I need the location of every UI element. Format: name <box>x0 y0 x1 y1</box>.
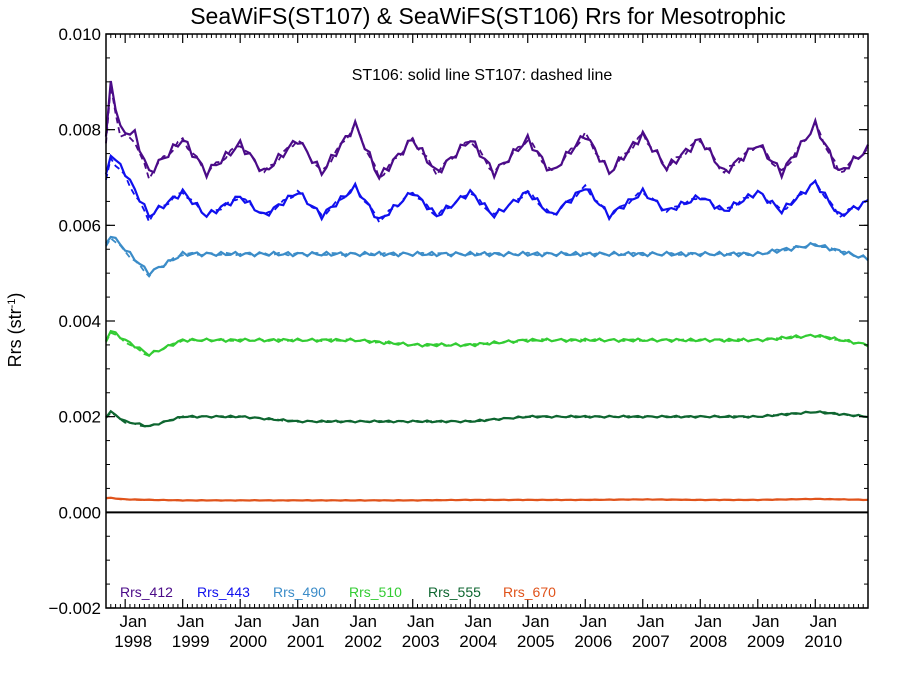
x-tick-month: Jan <box>407 612 434 631</box>
line-style-annotation: ST106: solid line ST107: dashed line <box>352 67 613 84</box>
x-tick-month: Jan <box>234 612 261 631</box>
x-tick-year: 2006 <box>574 632 612 651</box>
x-tick-month: Jan <box>292 612 319 631</box>
x-tick-year: 2008 <box>689 632 727 651</box>
y-axis-label-close: ) <box>5 293 25 299</box>
series-line-st106-rrs-555 <box>105 409 869 428</box>
legend-entry-rrs-670: Rrs_670 <box>503 584 556 600</box>
x-tick-month: Jan <box>752 612 779 631</box>
series-line-st106-rrs-443 <box>104 153 869 222</box>
x-tick-month: Jan <box>465 612 492 631</box>
y-axis-label-text: Rrs (str <box>5 308 25 367</box>
series-line-st106-rrs-670 <box>105 496 869 502</box>
x-axis: Jan1998Jan1999Jan2000Jan2001Jan2002Jan20… <box>105 34 869 651</box>
x-tick-month: Jan <box>177 612 204 631</box>
x-tick-year: 1998 <box>114 632 152 651</box>
series-line-st107-rrs-412 <box>105 85 869 182</box>
series-line-st107-rrs-443 <box>105 155 869 224</box>
y-axis: 0.010 0.008 0.006 0.004 0.002 0.000 −0.002 <box>49 25 868 618</box>
legend-entry-rrs-443: Rrs_443 <box>197 584 250 600</box>
legend-entry-rrs-412: Rrs_412 <box>120 584 173 600</box>
y-tick-label: −0.002 <box>49 599 101 618</box>
series-line-st106-rrs-412 <box>104 80 869 181</box>
x-tick-month: Jan <box>695 612 722 631</box>
legend-entry-rrs-490: Rrs_490 <box>273 584 326 600</box>
series-line-st106-rrs-510 <box>105 329 869 358</box>
x-tick-month: Jan <box>637 612 664 631</box>
chart-title: SeaWiFS(ST107) & SeaWiFS(ST106) Rrs for … <box>190 3 786 29</box>
x-tick-year: 2001 <box>287 632 325 651</box>
legend-entry-rrs-510: Rrs_510 <box>349 584 402 600</box>
x-tick-year: 2004 <box>459 632 497 651</box>
y-tick-label: 0.008 <box>58 121 101 140</box>
y-tick-label: 0.006 <box>58 216 101 235</box>
series-line-st106-rrs-490 <box>105 235 869 278</box>
x-tick-year: 2000 <box>229 632 267 651</box>
x-tick-year: 2003 <box>402 632 440 651</box>
y-tick-label: 0.004 <box>58 312 101 331</box>
y-tick-label: 0.000 <box>58 503 101 522</box>
x-tick-year: 2002 <box>344 632 382 651</box>
y-axis-label-sup: -1 <box>6 299 18 309</box>
x-tick-month: Jan <box>580 612 607 631</box>
x-tick-month: Jan <box>810 612 837 631</box>
plot-frame <box>105 33 869 609</box>
x-tick-year: 1999 <box>172 632 210 651</box>
lines-layer <box>104 80 869 502</box>
x-tick-month: Jan <box>119 612 146 631</box>
x-tick-year: 2007 <box>632 632 670 651</box>
x-tick-month: Jan <box>349 612 376 631</box>
y-axis-label: Rrs (str-1) <box>5 293 25 368</box>
legend-entry-rrs-555: Rrs_555 <box>428 584 481 600</box>
y-tick-label: 0.010 <box>58 25 101 44</box>
legend: Rrs_412 Rrs_443 Rrs_490 Rrs_510 Rrs_555 Rrs_6… <box>120 584 556 600</box>
x-tick-month: Jan <box>522 612 549 631</box>
x-tick-year: 2005 <box>517 632 555 651</box>
y-tick-label: 0.002 <box>58 408 101 427</box>
series-line-st107-rrs-490 <box>105 237 869 278</box>
x-tick-year: 2010 <box>804 632 842 651</box>
x-tick-year: 2009 <box>747 632 785 651</box>
